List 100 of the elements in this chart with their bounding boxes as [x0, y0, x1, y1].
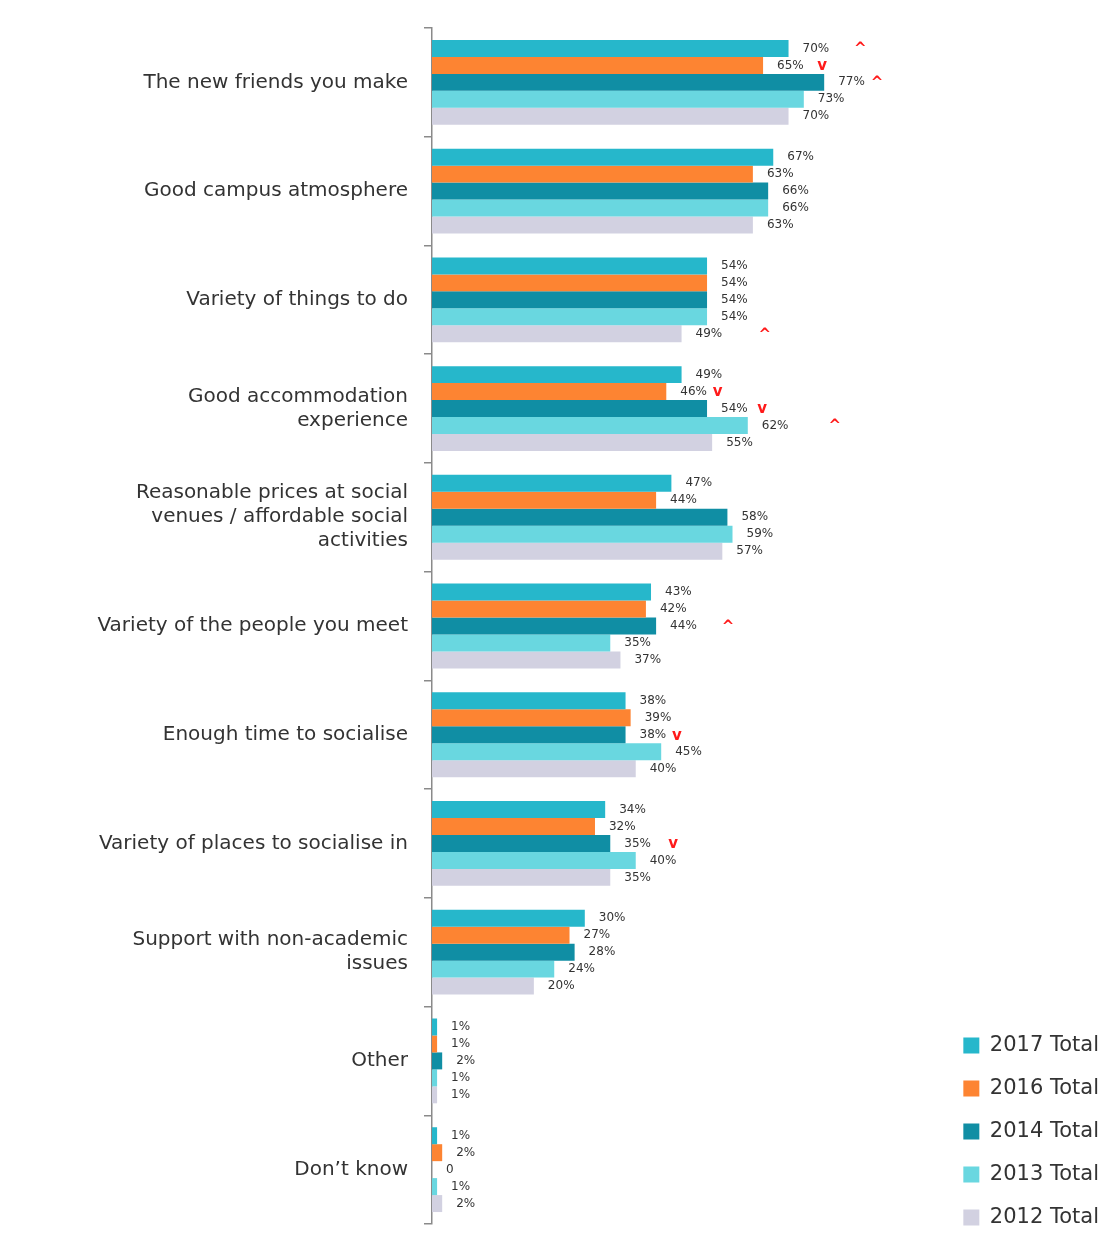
bar — [432, 400, 708, 418]
data-label: 40% — [649, 852, 677, 867]
y-tick-label: Other — [351, 1047, 409, 1072]
bar — [432, 583, 652, 601]
bar — [432, 743, 662, 761]
y-tick-label: Don’t know — [294, 1155, 408, 1180]
bar — [432, 909, 585, 927]
data-label: 38% v — [639, 725, 683, 744]
legend-label: 2017 Total — [989, 1031, 1100, 1056]
y-tick-label: Enough time to socialise — [162, 720, 408, 745]
bar — [432, 834, 611, 852]
data-label: 47% — [685, 475, 713, 490]
bar — [432, 366, 682, 384]
data-label: 1% — [451, 1036, 471, 1051]
bar — [432, 1127, 438, 1145]
data-label: 28% — [588, 944, 616, 959]
text: 70% ^ — [802, 39, 867, 58]
data-label: 67% — [787, 149, 814, 164]
text: 49% ^ — [695, 324, 772, 343]
data-label: 43% — [665, 584, 692, 599]
y-tick-label: The new friends you make — [142, 68, 408, 93]
data-label: 32% — [608, 818, 636, 833]
y-tick-label: Variety of places to socialise in — [98, 829, 408, 854]
data-label: 63% — [766, 166, 794, 181]
data-label: 45% — [675, 743, 702, 758]
data-label: 37% — [634, 652, 662, 667]
data-label: 24% — [568, 961, 595, 976]
data-label: 30% — [598, 910, 626, 925]
bar — [432, 1195, 443, 1213]
data-label: 40% — [649, 760, 677, 775]
bar — [432, 199, 769, 217]
bar — [432, 943, 575, 961]
bar — [432, 977, 534, 995]
data-label: 54% — [721, 308, 748, 323]
data-label: 54% — [721, 258, 748, 273]
y-tick-label: Good accommodation experience — [188, 382, 408, 431]
data-label: 42% — [659, 601, 687, 616]
text: 62% ^ — [761, 416, 842, 435]
data-label: 2% — [456, 1195, 476, 1210]
y-tick-label: Support with non-academic issues — [132, 926, 408, 975]
bar — [432, 491, 657, 509]
bar — [432, 525, 733, 543]
data-label: 2% — [456, 1144, 476, 1159]
data-label: 1% — [451, 1086, 471, 1101]
text: 44% ^ — [670, 616, 735, 635]
data-label: 1% — [451, 1070, 471, 1084]
data-label: 27% — [583, 927, 611, 942]
bar — [432, 216, 753, 234]
data-label: 2% — [456, 1053, 476, 1068]
data-label: 49% — [695, 366, 723, 381]
bar — [432, 325, 682, 343]
bar — [432, 383, 667, 401]
data-label: 38% — [639, 692, 667, 707]
data-label: 35% — [624, 869, 651, 884]
bar — [432, 600, 646, 618]
bar — [432, 107, 789, 125]
bar — [432, 617, 657, 635]
bar — [432, 308, 708, 326]
data-label: 59% — [746, 526, 774, 541]
bar — [432, 39, 789, 57]
data-label: 65% v — [777, 56, 828, 75]
bar — [432, 868, 611, 886]
y-tick-label: Reasonable prices at social venues / affordable social activities — [135, 479, 408, 552]
y-tick-label: Variety of things to do — [186, 286, 408, 311]
bar — [432, 417, 748, 434]
bar — [432, 960, 555, 978]
data-label: 0 — [446, 1161, 454, 1176]
data-label: 73% — [817, 91, 845, 106]
bar — [432, 760, 636, 778]
bar — [432, 926, 570, 944]
data-label: 66% — [782, 183, 809, 198]
data-label: 63% — [766, 217, 794, 232]
data-label: 70% — [802, 108, 830, 123]
y-tick-label: Good campus atmosphere — [144, 177, 408, 202]
bar — [432, 692, 626, 710]
bar — [432, 291, 708, 309]
data-label: 54% — [721, 274, 748, 289]
bar — [432, 634, 611, 652]
data-label: 1% — [451, 1019, 471, 1034]
bar — [432, 1035, 438, 1053]
data-label: 34% — [619, 801, 646, 816]
data-label: 54% v — [721, 399, 768, 418]
y-tick-label: Variety of the people you meet — [97, 612, 409, 637]
bar — [432, 1178, 438, 1196]
bar — [432, 1069, 438, 1087]
bar — [432, 90, 804, 108]
bar — [432, 474, 672, 492]
data-label: 46% v — [680, 382, 723, 401]
data-label: 35% — [624, 635, 651, 650]
data-label: 77% ^ — [838, 73, 884, 92]
data-label: 55% — [726, 434, 753, 449]
legend-label: 2016 Total — [989, 1074, 1100, 1099]
data-label: 54% — [721, 291, 748, 306]
bar — [432, 182, 769, 200]
bar — [432, 56, 764, 74]
data-label: 57% — [736, 543, 763, 558]
bar — [432, 1018, 438, 1036]
bar — [432, 1086, 438, 1104]
bar — [432, 1052, 443, 1070]
bar — [432, 148, 774, 166]
